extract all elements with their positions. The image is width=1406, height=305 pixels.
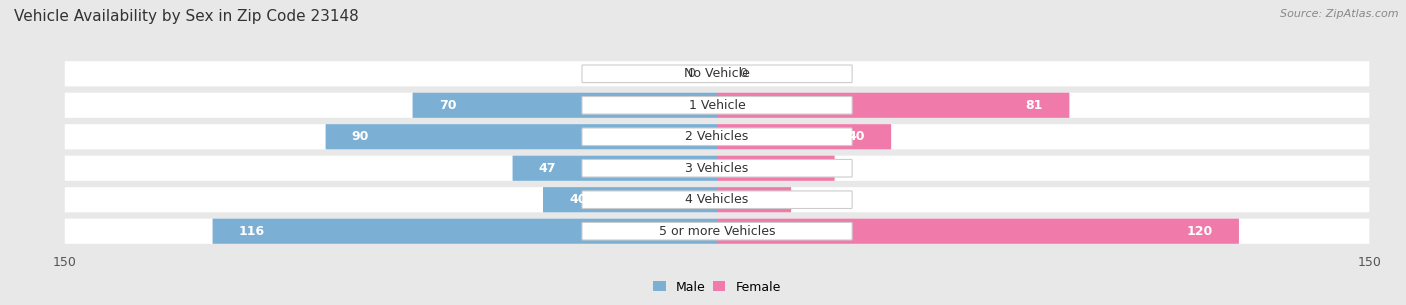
FancyBboxPatch shape	[717, 219, 1239, 244]
FancyBboxPatch shape	[65, 93, 1369, 118]
FancyBboxPatch shape	[65, 187, 1369, 212]
FancyBboxPatch shape	[65, 219, 1369, 244]
FancyBboxPatch shape	[582, 222, 852, 240]
Text: 0: 0	[688, 67, 696, 80]
FancyBboxPatch shape	[717, 187, 792, 212]
FancyBboxPatch shape	[65, 156, 1369, 181]
Text: 120: 120	[1187, 225, 1212, 238]
Text: 116: 116	[239, 225, 264, 238]
Text: 47: 47	[538, 162, 557, 175]
FancyBboxPatch shape	[582, 96, 852, 114]
Text: 90: 90	[352, 130, 370, 143]
FancyBboxPatch shape	[717, 93, 1070, 118]
FancyBboxPatch shape	[582, 160, 852, 177]
Text: 5 or more Vehicles: 5 or more Vehicles	[659, 225, 775, 238]
Text: Vehicle Availability by Sex in Zip Code 23148: Vehicle Availability by Sex in Zip Code …	[14, 9, 359, 24]
Text: 1 Vehicle: 1 Vehicle	[689, 99, 745, 112]
Text: 70: 70	[439, 99, 457, 112]
Text: 81: 81	[1026, 99, 1043, 112]
Text: 3 Vehicles: 3 Vehicles	[686, 162, 748, 175]
FancyBboxPatch shape	[326, 124, 717, 149]
FancyBboxPatch shape	[582, 191, 852, 209]
Text: 0: 0	[738, 67, 747, 80]
FancyBboxPatch shape	[543, 187, 717, 212]
FancyBboxPatch shape	[717, 156, 835, 181]
Legend: Male, Female: Male, Female	[648, 275, 786, 299]
Text: 4 Vehicles: 4 Vehicles	[686, 193, 748, 206]
Text: Source: ZipAtlas.com: Source: ZipAtlas.com	[1281, 9, 1399, 19]
FancyBboxPatch shape	[212, 219, 717, 244]
FancyBboxPatch shape	[513, 156, 717, 181]
Text: 40: 40	[569, 193, 586, 206]
FancyBboxPatch shape	[65, 124, 1369, 149]
Text: 17: 17	[748, 193, 765, 206]
FancyBboxPatch shape	[582, 128, 852, 145]
FancyBboxPatch shape	[412, 93, 717, 118]
FancyBboxPatch shape	[65, 61, 1369, 86]
Text: 2 Vehicles: 2 Vehicles	[686, 130, 748, 143]
FancyBboxPatch shape	[717, 124, 891, 149]
Text: 27: 27	[790, 162, 808, 175]
Text: No Vehicle: No Vehicle	[685, 67, 749, 80]
Text: 40: 40	[848, 130, 865, 143]
FancyBboxPatch shape	[582, 65, 852, 83]
